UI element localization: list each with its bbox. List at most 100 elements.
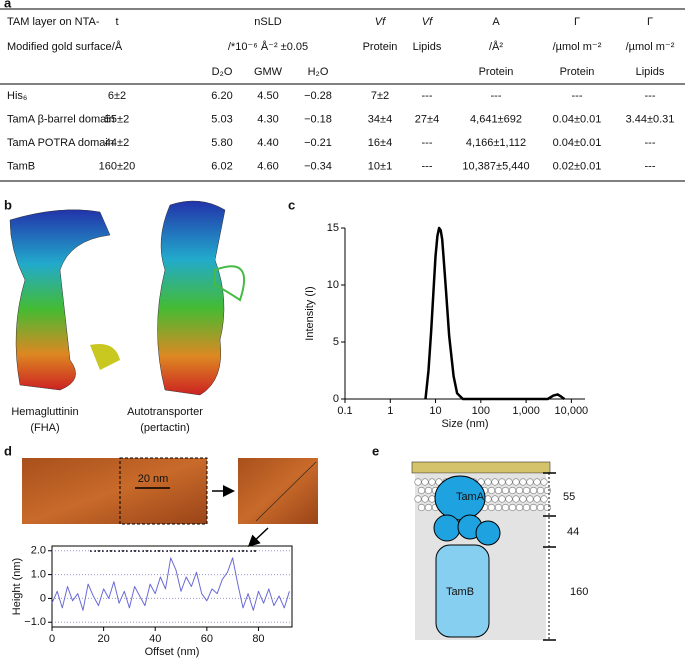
x-tick-label: 40	[149, 633, 161, 645]
table-header: Lipids	[636, 66, 665, 78]
table-cell: 4.30	[257, 113, 278, 125]
caption: Hemagluttinin	[11, 406, 78, 418]
table-cell: 55±2	[105, 113, 129, 125]
caption: (pertactin)	[140, 422, 190, 434]
table-cell: ---	[422, 160, 433, 172]
protein-label: TamB	[446, 586, 474, 598]
y-tick-label: 10	[327, 279, 339, 291]
x-tick-label: 0.1	[337, 405, 352, 417]
table-cell: ---	[645, 137, 656, 149]
data-line	[424, 226, 566, 401]
table-cell: 7±2	[371, 90, 389, 102]
table-header: nSLD	[254, 16, 282, 28]
x-tick-label: 1,000	[512, 405, 540, 417]
x-tick-label: 100	[472, 405, 490, 417]
table-cell: 4.40	[257, 137, 278, 149]
table-cell: 4,166±1,112	[466, 137, 526, 149]
table-cell: 44±2	[105, 137, 129, 149]
profile-line	[255, 461, 317, 522]
table-cell: 0.04±0.01	[553, 137, 602, 149]
y-tick-label: 1.0	[31, 568, 46, 580]
table-cell: ---	[572, 90, 583, 102]
table-cell: −0.28	[304, 90, 332, 102]
table-header: GMW	[254, 66, 283, 78]
y-tick-label: 2.0	[31, 545, 46, 557]
panel-label: b	[4, 197, 12, 212]
table-header: Γ	[574, 16, 580, 28]
zoom-box	[119, 457, 208, 525]
data-line	[51, 557, 290, 611]
x-axis-label: Size (nm)	[441, 418, 488, 430]
table-header: Γ	[647, 16, 653, 28]
table-header: /µmol m⁻²	[626, 41, 675, 53]
dimension-label: 44	[567, 526, 579, 538]
table-header: Vf	[375, 16, 386, 28]
table-cell: 6±2	[108, 90, 126, 102]
table-cell: 4.50	[257, 90, 278, 102]
table-header: /Å	[112, 40, 123, 53]
x-tick-label: 10	[429, 405, 441, 417]
table-cell: 6.20	[211, 90, 232, 102]
table-header: /*10⁻⁶ Å⁻² ±0.05	[228, 40, 308, 53]
tam-diagram	[411, 461, 556, 641]
table-header: t	[115, 16, 118, 28]
table-cell: 3.44±0.31	[626, 113, 675, 125]
protein-structure	[9, 200, 245, 396]
table-cell: TamA β-barrel domain	[7, 113, 115, 125]
y-tick-label: −1.0	[24, 616, 46, 628]
table-cell: 0.02±0.01	[553, 160, 602, 172]
table-cell: 10,387±5,440	[462, 160, 529, 172]
table-cell: ---	[422, 90, 433, 102]
dimension-label: 55	[563, 491, 575, 503]
table-header: Vf	[422, 16, 433, 28]
table-header: H₂O	[308, 66, 329, 78]
afm-zoom-image	[238, 458, 318, 524]
x-tick-label: 20	[97, 633, 109, 645]
y-tick-label: 0	[333, 393, 339, 405]
x-axis-label: Offset (nm)	[145, 646, 200, 658]
panel-label: c	[288, 197, 295, 212]
panel-label: d	[4, 443, 12, 458]
afm-image	[22, 458, 207, 524]
caption: (FHA)	[30, 422, 59, 434]
panel-label: a	[4, 0, 12, 10]
table-cell: TamB	[7, 160, 35, 172]
scale-bar-label: 20 nm	[138, 473, 169, 485]
table-cell: 34±4	[368, 113, 392, 125]
y-tick-label: 0	[40, 592, 46, 604]
y-tick-label: 15	[327, 222, 339, 234]
table-cell: 6.02	[211, 160, 232, 172]
table-cell: 5.03	[211, 113, 232, 125]
x-tick-label: 10,000	[555, 405, 589, 417]
table-cell: TamA POTRA domain	[7, 137, 114, 149]
table-header: Lipids	[413, 41, 442, 53]
table-header: TAM layer on NTA-	[7, 16, 100, 28]
x-tick-label: 80	[252, 633, 264, 645]
table-header: A	[492, 16, 500, 28]
table-header: D₂O	[212, 66, 233, 78]
table-cell: 0.04±0.01	[553, 113, 602, 125]
y-axis-label: Intensity (I)	[304, 286, 316, 340]
panel-label: e	[372, 443, 379, 458]
x-tick-label: 60	[201, 633, 213, 645]
table-cell: −0.18	[304, 113, 332, 125]
table-cell: ---	[645, 90, 656, 102]
table-header: Protein	[479, 66, 514, 78]
table-header: Protein	[363, 41, 398, 53]
table-header: Protein	[560, 66, 595, 78]
table-cell: 16±4	[368, 137, 392, 149]
table-cell: 4,641±692	[470, 113, 522, 125]
y-tick-label: 5	[333, 336, 339, 348]
table-header: /Å²	[489, 40, 503, 53]
protein-label: TamA	[456, 491, 485, 503]
table-cell: 5.80	[211, 137, 232, 149]
dimension-label: 160	[570, 586, 588, 598]
x-tick-label: 0	[49, 633, 55, 645]
y-axis-label: Height (nm)	[11, 558, 23, 615]
table-cell: 4.60	[257, 160, 278, 172]
table-cell: 27±4	[415, 113, 439, 125]
table-cell: ---	[422, 137, 433, 149]
plot-frame	[51, 545, 293, 628]
table-cell: −0.34	[304, 160, 332, 172]
table-cell: 10±1	[368, 160, 392, 172]
